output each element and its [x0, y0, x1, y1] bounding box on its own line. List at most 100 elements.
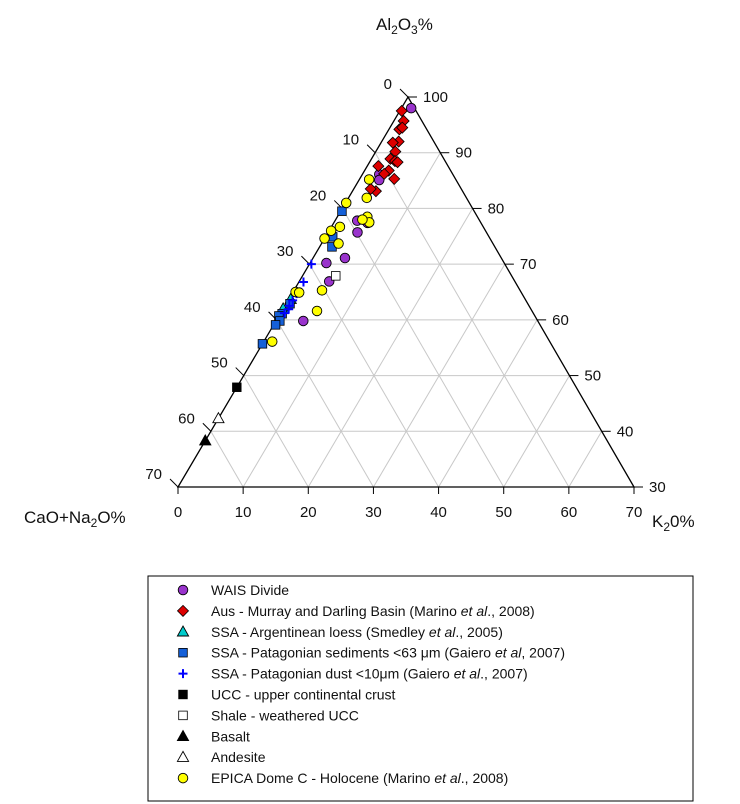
tick-label-bottom: 20 — [300, 504, 317, 521]
point-circle-series-9-shape — [266, 336, 278, 347]
legend-label-1: Aus - Murray and Darling Basin (Marino e… — [211, 603, 535, 619]
legend-marker-6-shape — [178, 710, 188, 721]
tick-mark-left — [169, 478, 179, 488]
grid-line-k2o — [568, 431, 603, 488]
grid-line-cao — [341, 208, 505, 488]
tick-label-right: 70 — [520, 256, 537, 273]
legend-label-2: SSA - Argentinean loess (Smedley et al.,… — [211, 624, 503, 640]
point-circle-series-9 — [340, 197, 352, 209]
legend-marker-9 — [177, 772, 189, 784]
tick-label-bottom: 60 — [561, 504, 578, 521]
point-circle-series-9 — [357, 214, 368, 225]
point-square-series-3 — [257, 339, 268, 349]
point-circle-series-0 — [298, 315, 309, 327]
point-square-series-3 — [270, 320, 281, 330]
point-diamond-series-1 — [395, 104, 408, 117]
point-circle-series-9 — [319, 233, 330, 244]
tick-label-bottom: 40 — [430, 504, 447, 521]
legend-marker-7-shape — [176, 729, 190, 741]
tick-label-right: 40 — [617, 423, 634, 440]
legend-marker-3-shape — [178, 648, 188, 658]
tick-labels: 0 10 20 30 40 50 60 70 100 90 80 70 60 50 40 30 0 10 20 30 4… — [145, 76, 665, 521]
legend-marker-7 — [176, 729, 190, 741]
point-circle-series-9-shape — [316, 285, 328, 296]
legend-label-9: EPICA Dome C - Holocene (Marino et al., … — [211, 770, 508, 786]
point-circle-series-9 — [266, 336, 278, 347]
legend-marker-5-shape — [178, 689, 188, 700]
point-circle-series-9-shape — [334, 221, 346, 233]
point-plus-series-4 — [279, 308, 289, 318]
tick-label-bottom: 30 — [365, 504, 382, 521]
point-square-series-5 — [232, 382, 242, 392]
point-square-series-3-shape — [270, 320, 281, 330]
point-triangle-series-7 — [198, 434, 212, 446]
tick-label-bottom: 0 — [174, 504, 182, 521]
point-plus-series-4-shape — [279, 308, 289, 318]
legend-label-4: SSA - Patagonian dust <10μm (Gaiero et a… — [211, 666, 528, 682]
point-diamond-series-1-shape — [395, 104, 408, 117]
grid-line-cao — [276, 319, 374, 488]
legend-marker-9-shape — [177, 772, 189, 784]
point-circle-series-9-shape — [361, 192, 373, 204]
legend-label-3: SSA - Patagonian sediments <63 μm (Gaier… — [211, 645, 565, 661]
point-diamond-series-1 — [378, 167, 391, 180]
triangle-frame — [176, 95, 636, 488]
legend-label-6: Shale - weathered UCC — [211, 707, 359, 723]
legend-label-0: WAIS Divide — [211, 582, 289, 598]
point-square-series-3 — [337, 206, 347, 216]
point-circle-series-9 — [316, 285, 328, 296]
legend-marker-8 — [176, 750, 190, 762]
tick-label-left: 20 — [310, 187, 327, 204]
point-circle-series-0 — [339, 252, 351, 264]
point-square-series-5-shape — [232, 382, 242, 392]
point-circle-series-9 — [333, 238, 344, 249]
point-circle-series-9 — [325, 225, 337, 236]
axis-title-k2o: K20% — [652, 512, 695, 534]
data-points — [198, 102, 417, 446]
tick-label-left: 30 — [277, 243, 294, 260]
point-circle-series-9-shape — [340, 197, 352, 209]
tick-label-right: 100 — [423, 89, 448, 106]
point-triangle-open-series-8-shape — [212, 411, 225, 424]
tick-mark-left — [366, 144, 376, 154]
grid-lines — [210, 152, 603, 488]
tick-label-left: 40 — [244, 299, 261, 316]
point-plus-series-4 — [306, 259, 316, 269]
point-circle-series-9-shape — [293, 287, 305, 298]
point-circle-series-0-shape — [352, 227, 363, 238]
point-diamond-series-1 — [396, 121, 409, 134]
tick-label-bottom: 10 — [235, 504, 252, 521]
legend-marker-5 — [178, 689, 188, 700]
tick-label-right: 80 — [488, 200, 505, 217]
point-diamond-series-1-shape — [378, 167, 391, 180]
legend-label-8: Andesite — [211, 749, 266, 765]
legend: WAIS Divide Aus - Murray and Darling Basi… — [147, 575, 694, 802]
point-diamond-series-1-shape — [372, 160, 385, 173]
point-diamond-series-1-shape — [391, 156, 404, 169]
point-circle-series-9-shape — [357, 214, 368, 225]
point-square-open-series-6-shape — [331, 271, 341, 281]
point-square-series-3-shape — [337, 206, 347, 216]
point-circle-series-0-shape — [298, 315, 309, 327]
tick-mark-left — [301, 255, 310, 265]
point-plus-series-4 — [298, 277, 308, 287]
tick-label-left: 60 — [178, 410, 195, 427]
tick-label-left: 50 — [211, 355, 228, 372]
axis-title-cao-na2o: CaO+Na2O% — [24, 508, 126, 530]
point-plus-series-4 — [288, 295, 298, 305]
grid-line-k2o — [307, 208, 474, 488]
point-circle-series-0-shape — [321, 257, 332, 269]
legend-marker-2 — [176, 625, 190, 637]
grid-line-cao — [210, 431, 244, 488]
legend-label-5: UCC - upper continental crust — [211, 687, 396, 703]
point-circle-series-9 — [334, 221, 346, 233]
legend-marker-0-shape — [177, 584, 189, 596]
point-triangle-series-7-shape — [198, 434, 212, 446]
tick-label-right: 90 — [455, 145, 472, 162]
legend-label-7: Basalt — [211, 728, 250, 744]
point-circle-series-9 — [361, 192, 373, 204]
point-circle-series-9-shape — [333, 238, 344, 249]
point-circle-series-9-shape — [311, 305, 323, 317]
point-circle-series-0-shape — [373, 174, 385, 186]
